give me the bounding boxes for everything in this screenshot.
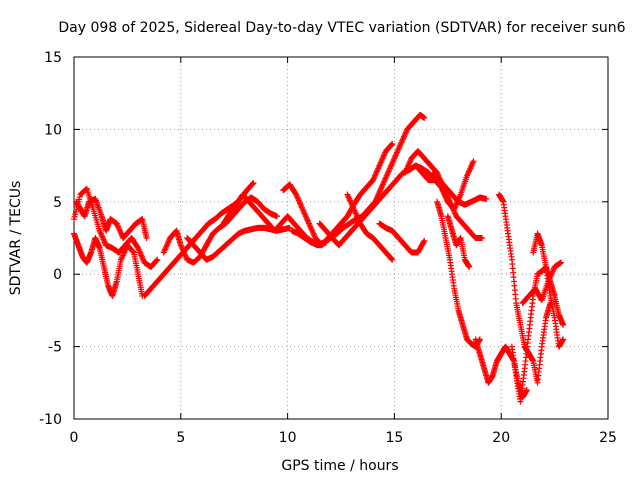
series-track-2: [71, 230, 146, 299]
series-track-3: [73, 195, 150, 241]
y-tick-label: 0: [53, 267, 62, 283]
series-track-9: [288, 111, 428, 249]
data-point: [560, 336, 567, 343]
series-track-1: [71, 185, 161, 270]
series-track-8: [280, 140, 396, 249]
series-track-17: [444, 213, 473, 270]
data-point: [560, 321, 567, 328]
y-tick-label: -10: [39, 412, 62, 428]
series-track-22: [519, 259, 565, 307]
data-point: [483, 195, 490, 202]
data-point: [153, 257, 160, 264]
series-track-6: [184, 224, 293, 263]
data-point: [273, 213, 280, 220]
x-tick-label: 0: [70, 430, 79, 446]
data-point: [250, 179, 257, 186]
data-point: [470, 158, 477, 165]
data-point: [249, 180, 256, 187]
y-tick-label: -5: [48, 340, 62, 356]
data-point: [420, 239, 427, 246]
tick-labels: 0 5 10 15 20 25 -10 -5 0 5 10 15: [39, 50, 617, 446]
data-point: [523, 387, 530, 394]
data-point: [154, 256, 161, 263]
data-point: [558, 259, 565, 266]
data-point: [421, 114, 428, 121]
series-track-15: [429, 169, 490, 208]
data-points: [71, 111, 567, 405]
x-axis-label: GPS time / hours: [281, 458, 398, 474]
y-tick-label: 10: [44, 122, 62, 138]
series-track-12: [376, 220, 428, 256]
data-point: [389, 256, 396, 263]
data-point: [389, 140, 396, 147]
data-point: [388, 141, 395, 148]
data-point: [388, 255, 395, 262]
data-point: [466, 263, 473, 270]
data-point: [421, 237, 428, 244]
x-tick-label: 15: [385, 430, 403, 446]
x-tick-label: 5: [176, 430, 185, 446]
y-tick-label: 15: [44, 50, 62, 66]
chart-title: Day 098 of 2025, Sidereal Day-to-day VTE…: [58, 20, 625, 36]
data-point: [143, 235, 150, 241]
y-tick-label: 5: [53, 195, 62, 211]
data-point: [130, 248, 137, 255]
series-track-11: [344, 191, 396, 263]
x-tick-label: 20: [492, 430, 510, 446]
x-tick-label: 25: [599, 430, 617, 446]
x-tick-label: 10: [279, 430, 297, 446]
data-point: [478, 235, 485, 241]
y-axis-label: SDTVAR / TECUs: [8, 181, 24, 296]
